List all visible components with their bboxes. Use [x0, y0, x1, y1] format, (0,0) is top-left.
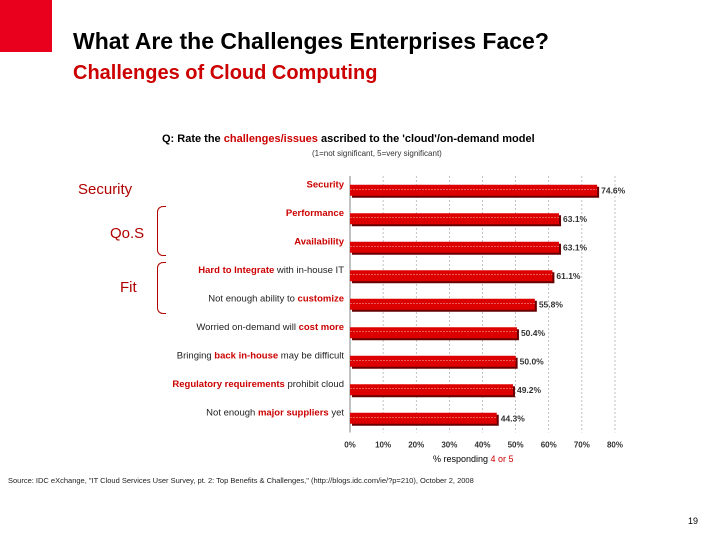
brand-red-block [0, 0, 52, 52]
x-axis-title: % responding 4 or 5 [433, 454, 514, 464]
data-label: 63.1% [563, 214, 588, 224]
data-label: 63.1% [563, 242, 588, 252]
bar [350, 384, 513, 396]
category-label: Performance [286, 208, 344, 219]
bar [350, 327, 517, 339]
bar [350, 270, 553, 282]
x-tick-label: 20% [408, 441, 424, 450]
plot-area: 74.6% Security 63.1% Performance 63.1% Availa… [172, 176, 626, 450]
side-label-qos: Qo.S [110, 225, 145, 242]
category-label: Bringing back in-house may be difficult [177, 350, 345, 361]
category-label: Security [307, 179, 345, 190]
source-citation: Source: IDC eXchange, "IT Cloud Services… [8, 476, 474, 485]
chart-question-note: (1=not significant, 5=very significant) [312, 149, 442, 158]
x-tick-label: 60% [541, 441, 557, 450]
x-tick-label: 50% [508, 441, 524, 450]
x-tick-label: 70% [574, 441, 590, 450]
category-label: Regulatory requirements prohibit cloud [172, 379, 344, 390]
x-tick-label: 40% [474, 441, 490, 450]
data-label: 50.4% [521, 328, 546, 338]
bar [350, 213, 560, 225]
category-label: Worried on-demand will cost more [196, 322, 344, 333]
data-label: 55.8% [539, 299, 564, 309]
x-tick-label: 0% [344, 441, 356, 450]
bar [350, 355, 516, 367]
data-label: 44.3% [501, 413, 526, 423]
chart-question: Q: Rate the challenges/issues ascribed t… [162, 133, 535, 145]
data-label: 74.6% [601, 185, 626, 195]
category-label: Not enough major suppliers yet [206, 407, 344, 418]
slide-title: What Are the Challenges Enterprises Face… [73, 28, 549, 54]
slide-subtitle: Challenges of Cloud Computing [73, 62, 378, 84]
category-label: Availability [294, 236, 345, 247]
side-label-fit: Fit [120, 279, 137, 296]
side-label-security: Security [78, 181, 133, 198]
fit-bracket [157, 262, 166, 314]
bar [350, 298, 535, 310]
data-label: 50.0% [520, 356, 545, 366]
qos-bracket [157, 206, 166, 256]
category-label: Not enough ability to customize [208, 293, 344, 304]
x-tick-label: 30% [441, 441, 457, 450]
page-number: 19 [687, 516, 698, 526]
bar [350, 412, 497, 424]
data-label: 49.2% [517, 385, 542, 395]
x-tick-label: 80% [607, 441, 623, 450]
x-tick-label: 10% [375, 441, 391, 450]
bar [350, 184, 598, 196]
category-label: Hard to Integrate with in-house IT [198, 265, 344, 276]
data-label: 61.1% [556, 271, 581, 281]
bar [350, 241, 560, 253]
